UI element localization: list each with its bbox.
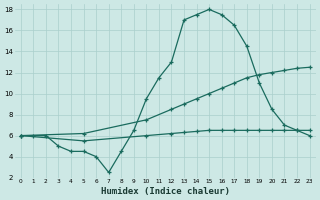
- X-axis label: Humidex (Indice chaleur): Humidex (Indice chaleur): [101, 187, 230, 196]
